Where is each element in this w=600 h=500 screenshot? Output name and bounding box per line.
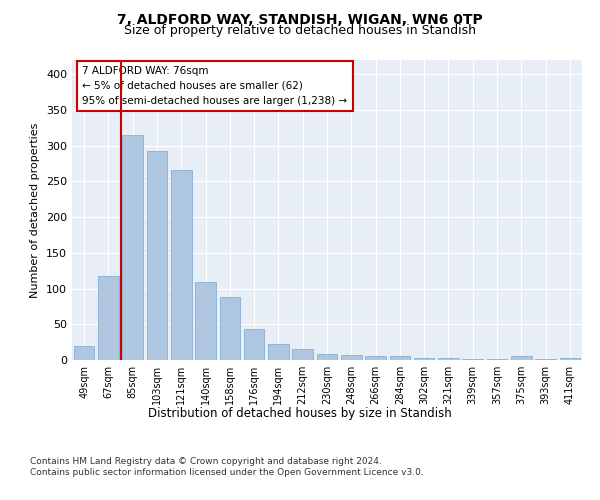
Bar — [463, 358, 483, 360]
Bar — [317, 354, 337, 360]
Bar — [220, 297, 240, 360]
Bar — [268, 344, 289, 360]
Text: Distribution of detached houses by size in Standish: Distribution of detached houses by size … — [148, 408, 452, 420]
Bar — [414, 358, 434, 360]
Bar — [98, 276, 119, 360]
Text: Contains HM Land Registry data © Crown copyright and database right 2024.
Contai: Contains HM Land Registry data © Crown c… — [30, 458, 424, 477]
Bar — [511, 356, 532, 360]
Bar — [438, 358, 459, 360]
Bar — [195, 282, 216, 360]
Bar — [146, 150, 167, 360]
Text: 7, ALDFORD WAY, STANDISH, WIGAN, WN6 0TP: 7, ALDFORD WAY, STANDISH, WIGAN, WN6 0TP — [117, 12, 483, 26]
Bar — [365, 356, 386, 360]
Bar — [535, 358, 556, 360]
Bar — [74, 346, 94, 360]
Y-axis label: Number of detached properties: Number of detached properties — [31, 122, 40, 298]
Bar — [122, 135, 143, 360]
Text: 7 ALDFORD WAY: 76sqm
← 5% of detached houses are smaller (62)
95% of semi-detach: 7 ALDFORD WAY: 76sqm ← 5% of detached ho… — [82, 66, 347, 106]
Bar — [389, 356, 410, 360]
Bar — [244, 328, 265, 360]
Bar — [341, 355, 362, 360]
Bar — [171, 170, 191, 360]
Bar — [292, 348, 313, 360]
Bar — [560, 358, 580, 360]
Text: Size of property relative to detached houses in Standish: Size of property relative to detached ho… — [124, 24, 476, 37]
